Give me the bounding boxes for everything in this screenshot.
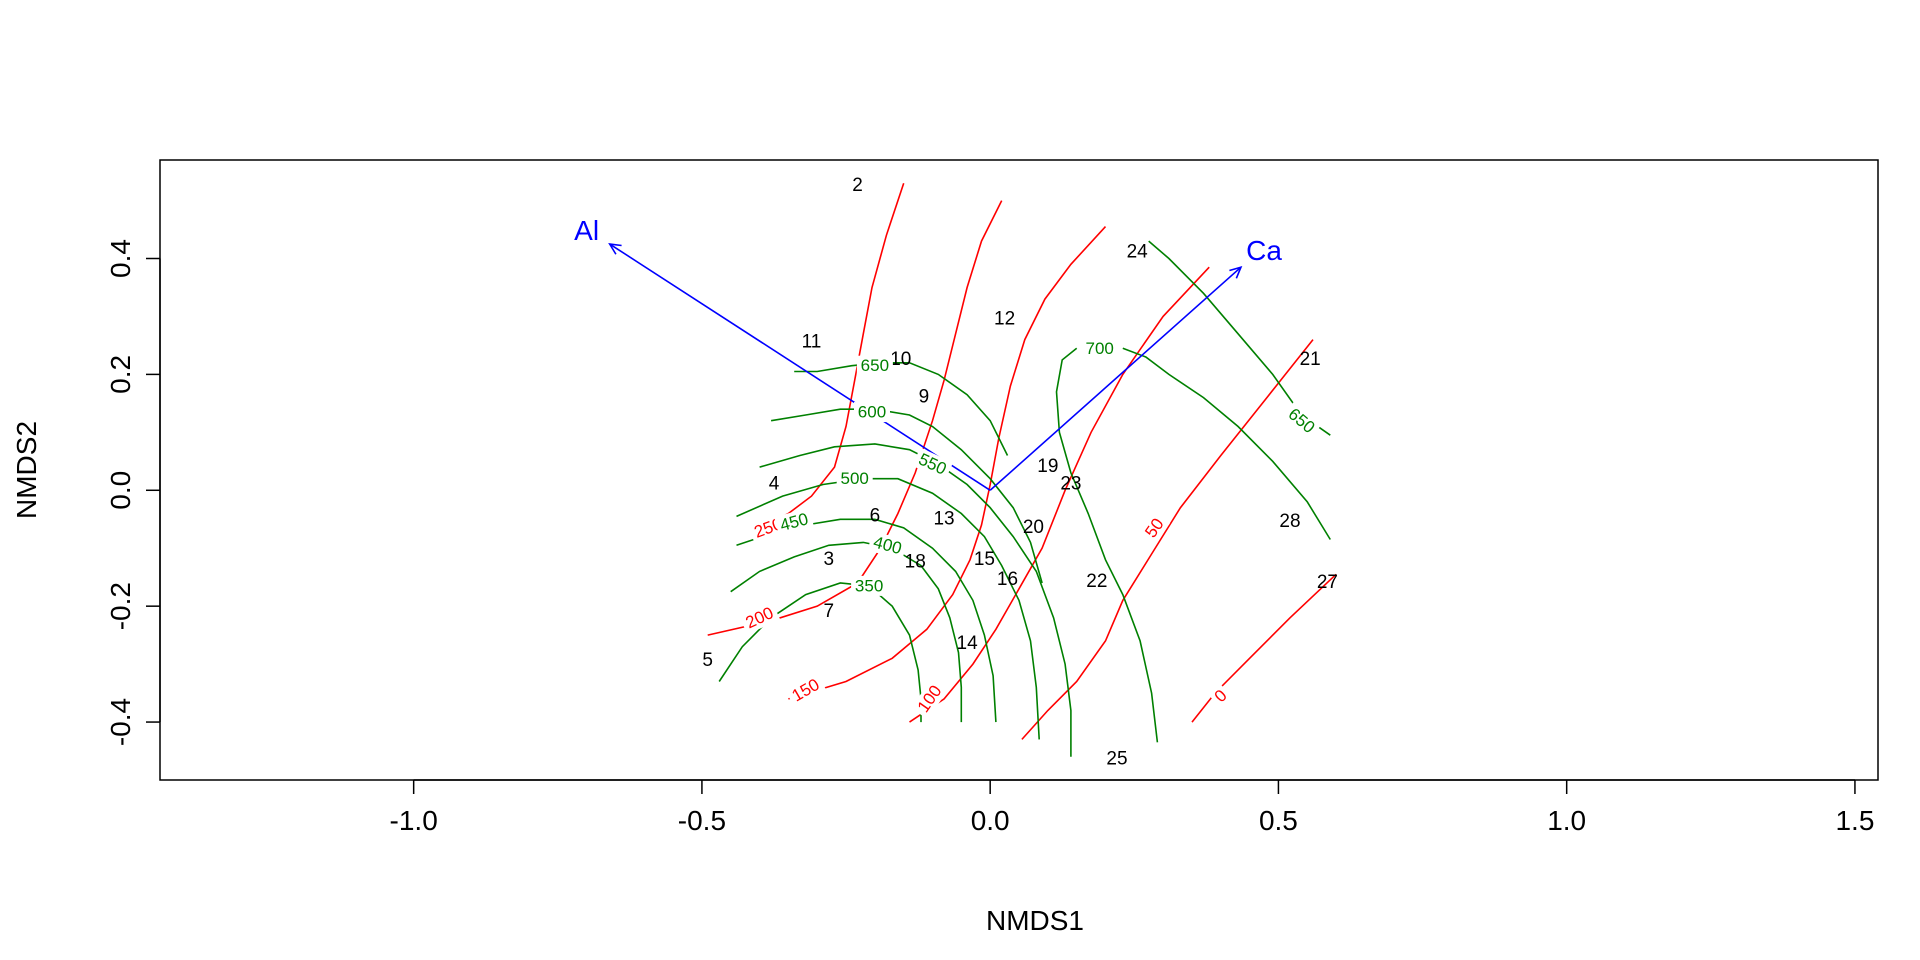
contour-label-bg (836, 468, 873, 489)
green-contour-line-11 (730, 541, 963, 723)
x-tick-label: -0.5 (678, 805, 726, 836)
y-tick-label: -0.4 (105, 698, 136, 746)
green-contour-line-14 (1122, 347, 1331, 540)
site-label-7: 7 (823, 601, 834, 622)
contour-label-bg (1081, 338, 1118, 359)
contour-label-bg (1138, 511, 1171, 545)
y-axis: -0.4 -0.2 0.0 0.2 0.4 (105, 239, 161, 746)
x-tick-label: 0.5 (1259, 805, 1298, 836)
contour-lines (707, 182, 1337, 757)
green-contour-label-11: 700 (1081, 338, 1118, 359)
green-contour-label-0: 650 (856, 355, 893, 376)
site-label-18: 18 (905, 552, 926, 573)
x-tick-label: -1.0 (390, 805, 438, 836)
site-label-25: 25 (1106, 749, 1127, 770)
green-contour-label-1: 600 (853, 402, 890, 423)
x-axis: -1.0 -0.5 0.0 0.5 1.0 1.5 (390, 779, 1874, 836)
y-tick-label: 0.2 (105, 355, 136, 394)
x-tick-label: 1.0 (1547, 805, 1586, 836)
red-contour-line-1 (707, 200, 1003, 636)
contour-label-text: 700 (1086, 339, 1114, 358)
site-label-11: 11 (802, 332, 822, 353)
vector-al-label: Al (574, 215, 599, 246)
y-tick-label: 0.4 (105, 239, 136, 278)
contour-label-bg (911, 447, 954, 481)
site-label-15: 15 (974, 549, 995, 570)
site-label-28: 28 (1279, 511, 1300, 532)
contour-label-text: 350 (855, 576, 883, 595)
red-contour-line-2 (788, 226, 1107, 700)
site-label-27: 27 (1317, 572, 1338, 593)
site-label-21: 21 (1300, 349, 1321, 370)
green-contour-label-7: 350 (851, 575, 888, 596)
x-tick-label: 0.0 (971, 805, 1010, 836)
site-label-12: 12 (994, 308, 1015, 329)
site-label-5: 5 (702, 650, 713, 671)
contour-label-text: 500 (841, 469, 869, 488)
vector-ca-line (989, 266, 1242, 491)
vector-al-arrowhead (608, 243, 622, 255)
contour-label-text: 650 (861, 356, 889, 375)
site-label-14: 14 (957, 633, 979, 654)
contour-label-bg (856, 355, 893, 376)
contour-label-bg (1281, 401, 1322, 440)
site-label-2: 2 (852, 175, 863, 196)
contour-label-text: 600 (858, 403, 886, 422)
site-label-22: 22 (1086, 571, 1107, 592)
contour-label-bg (851, 575, 888, 596)
contour-label-bg (867, 531, 908, 560)
red-contour-line-4 (1021, 339, 1314, 740)
red-contour-line-5 (1191, 573, 1337, 723)
site-label-3: 3 (823, 549, 834, 570)
site-label-24: 24 (1127, 242, 1149, 263)
contour-label-bg (1208, 683, 1234, 709)
vector-al-line (609, 243, 991, 491)
y-tick-label: 0.0 (105, 471, 136, 510)
contour-label-bg (739, 601, 781, 635)
site-label-9: 9 (919, 387, 930, 408)
red-contour-line-3 (909, 266, 1210, 723)
x-axis-label: NMDS1 (986, 905, 1084, 936)
vector-ca-label: Ca (1246, 235, 1282, 266)
vector-ca-arrowhead (1229, 265, 1243, 279)
green-contour-line-7 (770, 408, 1043, 584)
site-label-23: 23 (1060, 474, 1081, 495)
contour-label-bg (774, 507, 815, 537)
site-label-6: 6 (870, 505, 881, 526)
site-label-16: 16 (997, 569, 1018, 590)
y-tick-label: -0.2 (105, 582, 136, 630)
contour-label-bg (911, 678, 949, 720)
site-label-19: 19 (1037, 456, 1058, 477)
x-tick-label: 1.5 (1835, 805, 1874, 836)
site-label-4: 4 (769, 474, 780, 495)
environmental-vectors: Al Ca (574, 215, 1282, 491)
red-contour-label-14: 0 (1208, 683, 1234, 709)
green-contour-line-13 (1055, 347, 1159, 743)
site-label-13: 13 (933, 508, 954, 529)
green-contour-label-3: 500 (836, 468, 873, 489)
green-contour-line-9 (736, 477, 1040, 740)
contour-label-bg (853, 402, 890, 423)
red-contour-line-0 (764, 182, 905, 526)
contour-label-bg (785, 672, 827, 708)
green-contour-line-6 (794, 361, 1009, 456)
y-axis-label: NMDS2 (11, 421, 42, 519)
site-label-20: 20 (1023, 517, 1044, 538)
green-contour-line-8 (759, 443, 1072, 757)
site-label-10: 10 (890, 349, 911, 370)
